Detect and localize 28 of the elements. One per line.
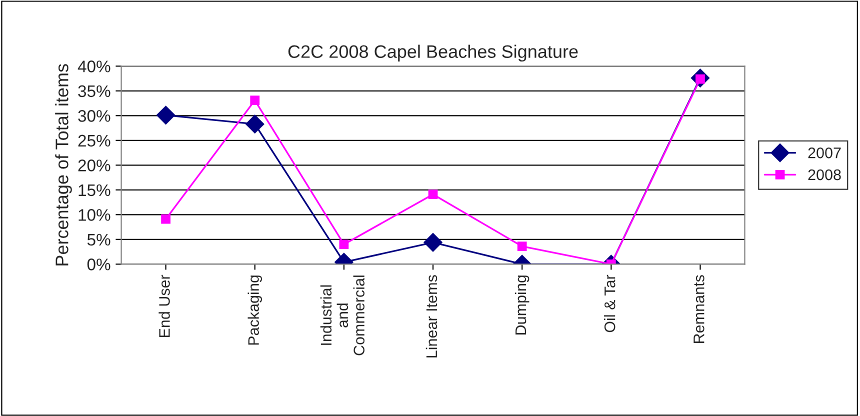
x-tick-label: End User [158, 274, 170, 338]
point [428, 190, 438, 200]
y-tick-label: 15% [78, 184, 110, 196]
chart-title: C2C 2008 Capel Beaches Signature [288, 44, 578, 62]
point [424, 233, 442, 252]
y-tick-label: 0% [87, 258, 110, 270]
y-tick-label: 20% [78, 160, 110, 172]
point [517, 242, 527, 252]
x-tick-label: Remnants [694, 275, 704, 343]
y-tick-label: 35% [78, 85, 110, 98]
legend-label: 2008 [808, 169, 841, 180]
x-tick-label: Packaging [248, 276, 262, 345]
point [339, 240, 349, 250]
x-tick-label: Linear Items [426, 275, 438, 358]
y-tick-label: 10% [78, 209, 110, 221]
x-tick-label: Industrial and Commercial [320, 276, 364, 356]
y-tick-label: 5% [87, 234, 110, 246]
legend-label: 2007 [808, 147, 841, 158]
point [156, 106, 176, 125]
point [246, 114, 264, 134]
x-tick-label: Oil & Tar [604, 274, 616, 332]
y-axis-title: Percentage of Total items [55, 64, 72, 266]
y-tick-label: 30% [78, 110, 110, 122]
point [161, 214, 170, 224]
y-tick-label: 25% [78, 134, 110, 147]
x-tick-label: Dumping [514, 276, 530, 334]
y-tick-label: 40% [78, 60, 110, 72]
point [250, 96, 260, 105]
